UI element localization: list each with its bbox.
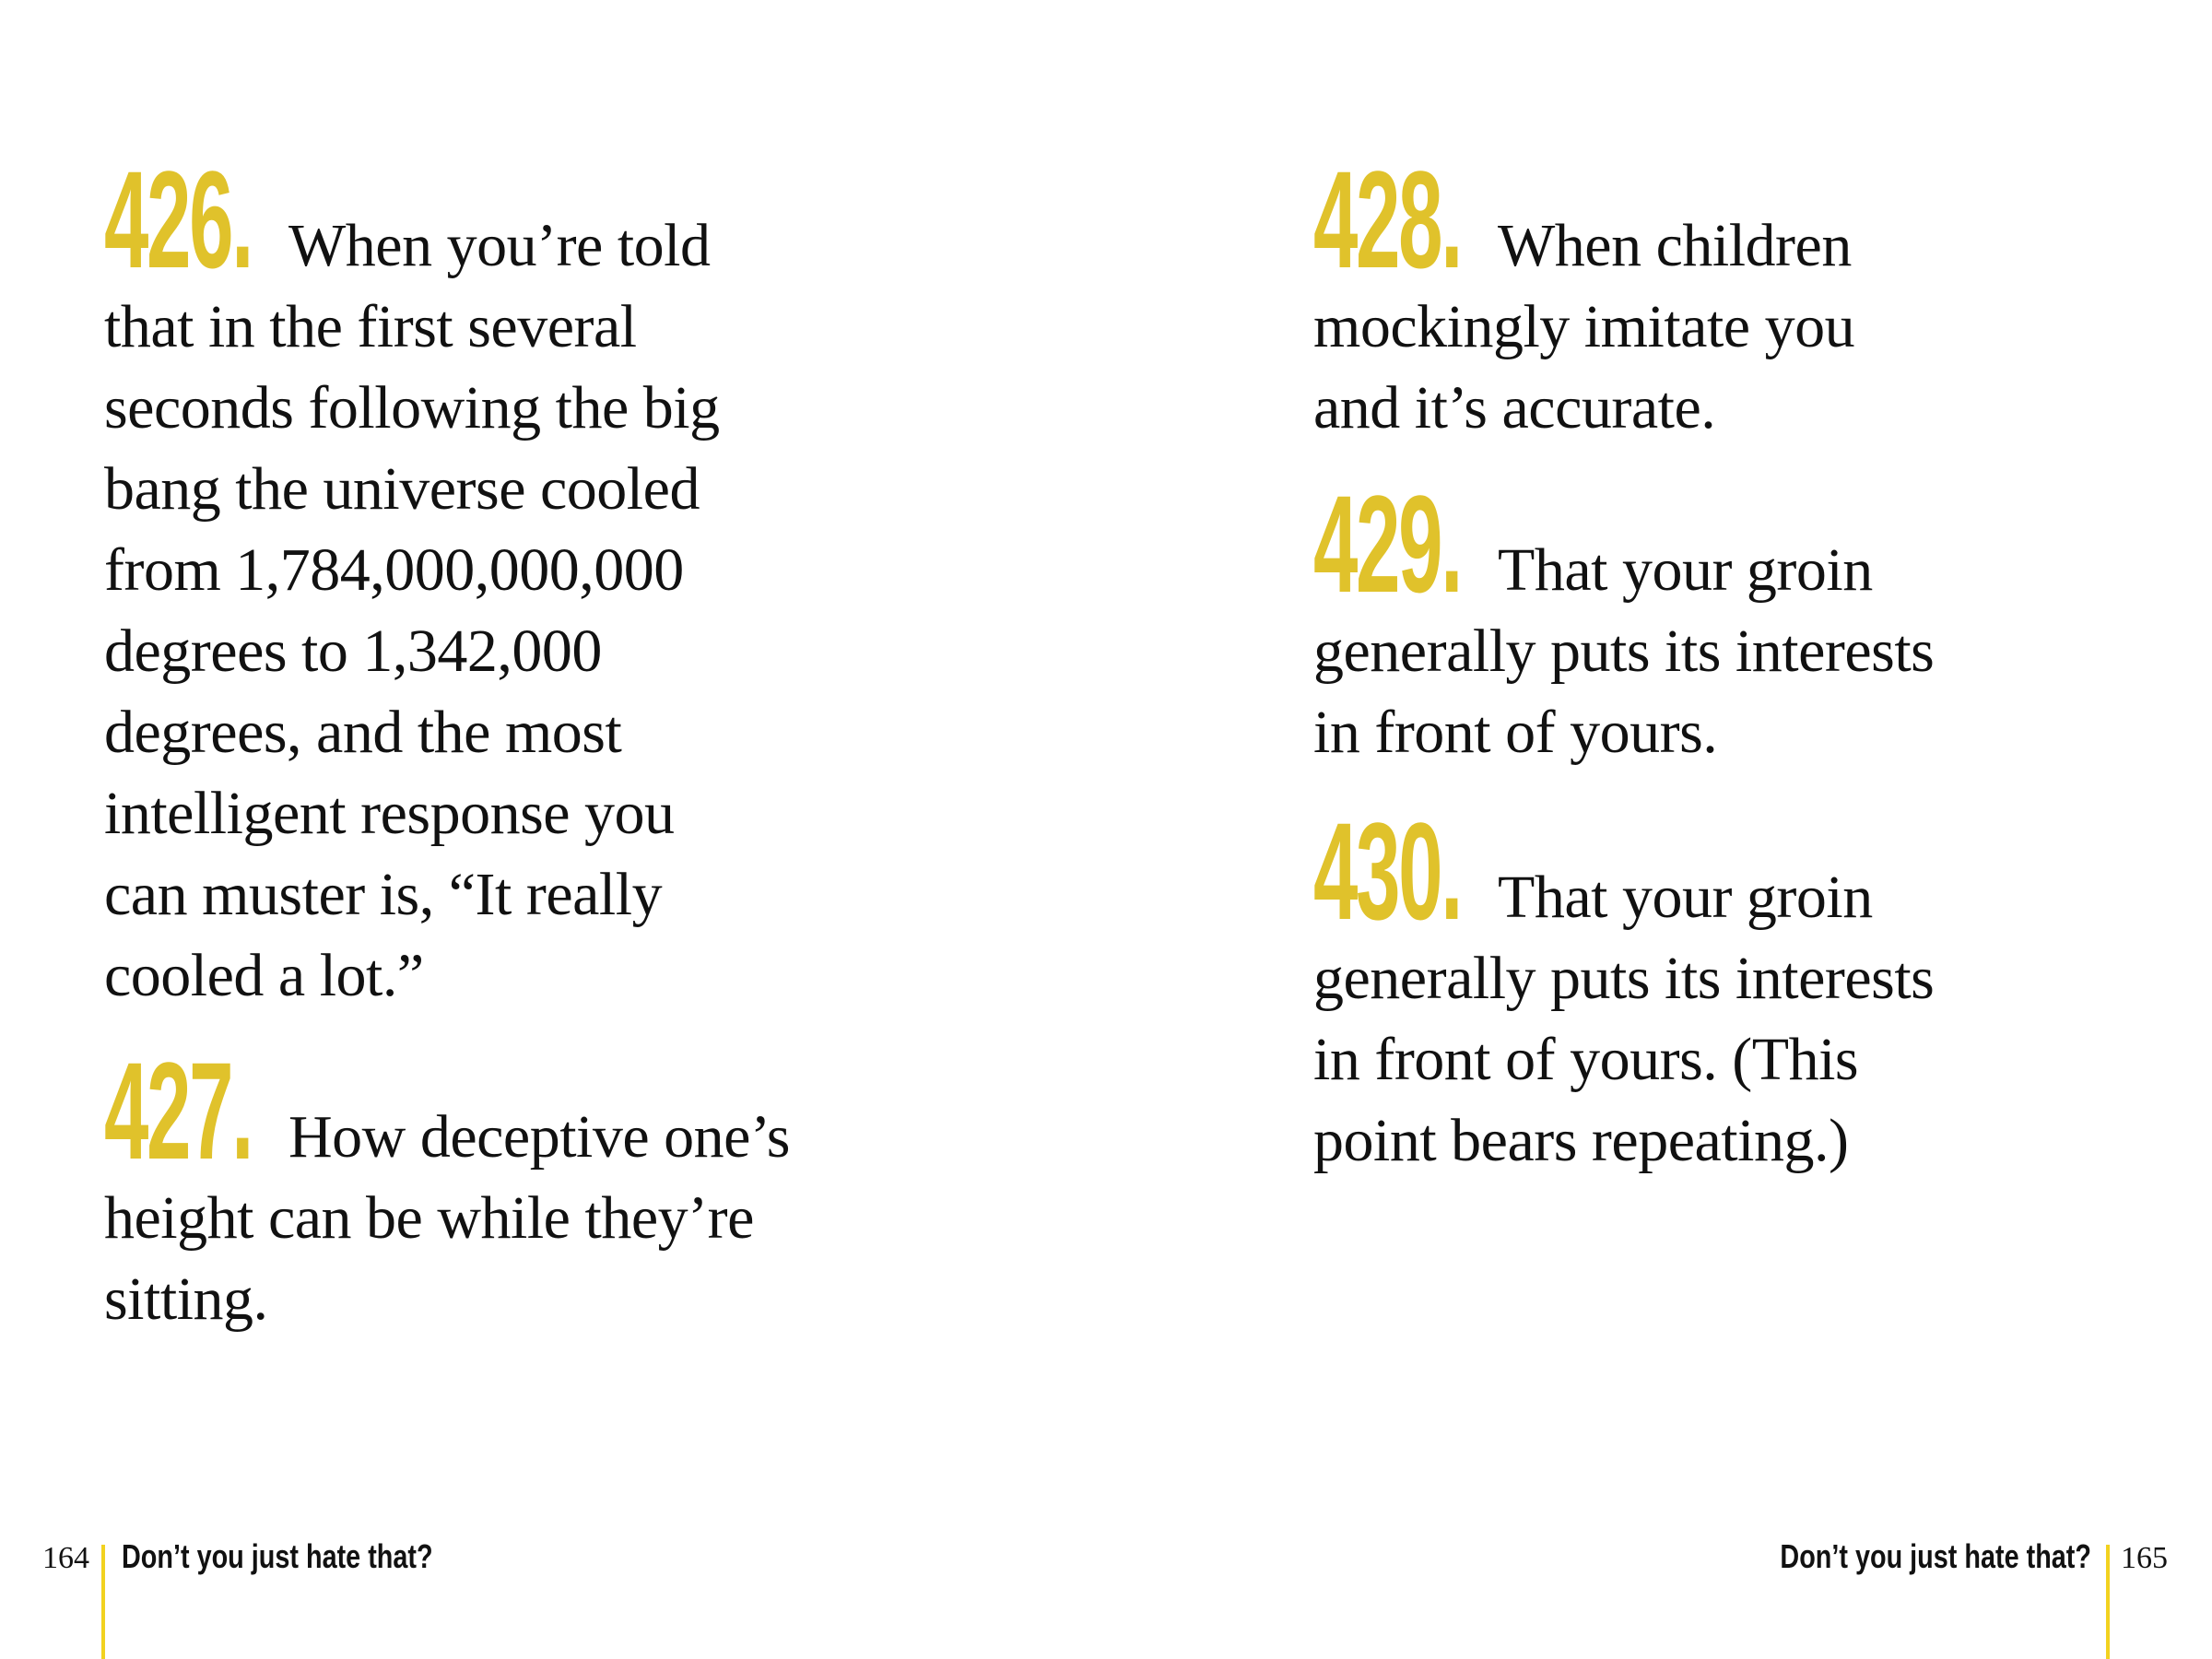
item-text-line: from 1,784,000,000,000 (104, 536, 684, 604)
item-text-line: and it’s accurate. (1313, 374, 1716, 441)
running-head-right: Don’t you just hate that? (1780, 1537, 2091, 1575)
item-text-line: When you’re told (288, 212, 711, 279)
footer-rule-right (2106, 1545, 2110, 1659)
item-text-line: That your groin (1498, 536, 1873, 604)
item-426: 426. When you’re told that in the first … (104, 150, 934, 1017)
item-428: 428. When children mockingly imitate you… (1313, 150, 2143, 449)
item-text-line: degrees to 1,342,000 (104, 618, 602, 685)
page-number-left: 164 (42, 1541, 89, 1575)
item-text-line: can muster is, “It really (104, 861, 663, 928)
item-text-line: that in the first several (104, 293, 637, 360)
item-430: 430. That your groin generally puts its … (1313, 802, 2143, 1182)
running-head-left: Don’t you just hate that? (122, 1537, 433, 1575)
item-text-line: intelligent response you (104, 780, 675, 847)
item-text-line: point bears repeating.) (1313, 1107, 1849, 1174)
item-text-line: sitting. (104, 1265, 268, 1333)
item-text-line: height can be while they’re (104, 1184, 754, 1252)
item-text-line: How deceptive one’s (288, 1103, 791, 1171)
item-text-line: cooled a lot.” (104, 942, 424, 1009)
item-text-line: seconds following the big (104, 374, 720, 441)
item-text-line: in front of yours. (This (1313, 1026, 1859, 1093)
item-number: 429. (1313, 466, 1463, 621)
item-text-line: in front of yours. (1313, 699, 1718, 766)
footer-rule-left (101, 1545, 105, 1659)
item-text-line: When children (1498, 212, 1852, 279)
item-number: 430. (1313, 794, 1463, 948)
item-text-line: bang the universe cooled (104, 455, 700, 523)
item-text-line: degrees, and the most (104, 699, 622, 766)
item-429: 429. That your groin generally puts its … (1313, 475, 2143, 773)
item-427: 427. How deceptive one’s height can be w… (104, 1041, 934, 1340)
item-number: 428. (1313, 142, 1463, 297)
item-text-line: mockingly imitate you (1313, 293, 1855, 360)
item-text-line: generally puts its interests (1313, 945, 1935, 1012)
item-text-line: That your groin (1498, 864, 1873, 931)
item-number: 426. (104, 142, 253, 297)
item-text-line: generally puts its interests (1313, 618, 1935, 685)
page-number-right: 165 (2121, 1541, 2168, 1575)
item-number: 427. (104, 1033, 253, 1188)
